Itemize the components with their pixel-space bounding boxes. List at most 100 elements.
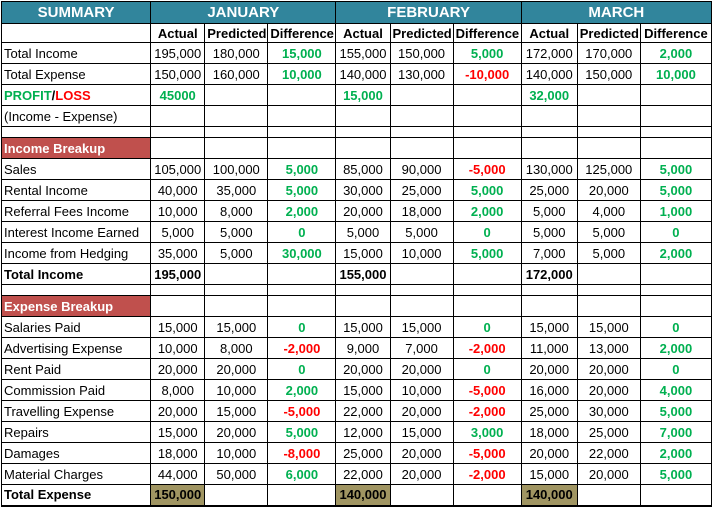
value-cell-r22-c3[interactable]: 140,000 [335,484,391,506]
value-cell-r14-c4[interactable]: 15,000 [389,316,454,338]
value-cell-r8-c7[interactable]: 4,000 [576,200,641,222]
value-cell-r5-c8[interactable] [639,137,713,159]
value-cell-r19-c5[interactable]: 3,000 [452,421,522,443]
value-cell-r7-c8[interactable]: 5,000 [639,179,713,201]
value-cell-r14-c8[interactable]: 0 [639,316,713,338]
value-cell-r11-c2[interactable] [267,263,337,285]
value-cell-r8-c0[interactable]: 10,000 [150,200,206,222]
value-cell-r8-c4[interactable]: 18,000 [389,200,454,222]
value-cell-r13-c5[interactable] [452,295,522,317]
value-cell-r18-c0[interactable]: 20,000 [150,400,206,422]
value-cell-r2-c8[interactable] [639,84,713,106]
value-cell-r6-c3[interactable]: 85,000 [335,158,391,180]
value-cell-r21-c3[interactable]: 22,000 [335,463,391,485]
value-cell-r19-c2[interactable]: 5,000 [267,421,337,443]
january-predicted-header[interactable]: Predicted [204,23,269,43]
row-label[interactable]: Total Income [0,263,152,285]
value-cell-r15-c7[interactable]: 13,000 [576,337,641,359]
value-cell-r20-c0[interactable]: 18,000 [150,442,206,464]
value-cell-r1-c0[interactable]: 150,000 [150,63,206,85]
row-label[interactable]: Material Charges [0,463,152,485]
value-cell-r6-c6[interactable]: 130,000 [520,158,578,180]
value-cell-r20-c2[interactable]: -8,000 [267,442,337,464]
value-cell-r6-c7[interactable]: 125,000 [576,158,641,180]
value-cell-r0-c4[interactable]: 150,000 [389,42,454,64]
value-cell-r13-c4[interactable] [389,295,454,317]
value-cell-r20-c8[interactable]: 2,000 [639,442,713,464]
value-cell-r7-c5[interactable]: 5,000 [452,179,522,201]
value-cell-r9-c4[interactable]: 5,000 [389,221,454,243]
value-cell-r0-c2[interactable]: 15,000 [267,42,337,64]
march-predicted-header[interactable]: Predicted [576,23,641,43]
value-cell-r8-c3[interactable]: 20,000 [335,200,391,222]
value-cell-r17-c1[interactable]: 10,000 [204,379,269,401]
value-cell-r6-c4[interactable]: 90,000 [389,158,454,180]
value-cell-r12-c1[interactable] [204,284,269,296]
value-cell-r2-c3[interactable]: 15,000 [335,84,391,106]
value-cell-r9-c1[interactable]: 5,000 [204,221,269,243]
section-label[interactable]: Income Breakup [0,137,152,159]
value-cell-r4-c3[interactable] [335,126,391,138]
value-cell-r18-c4[interactable]: 20,000 [389,400,454,422]
value-cell-r14-c2[interactable]: 0 [267,316,337,338]
value-cell-r11-c6[interactable]: 172,000 [520,263,578,285]
value-cell-r15-c6[interactable]: 11,000 [520,337,578,359]
value-cell-r20-c7[interactable]: 22,000 [576,442,641,464]
value-cell-r0-c8[interactable]: 2,000 [639,42,713,64]
value-cell-r9-c0[interactable]: 5,000 [150,221,206,243]
value-cell-r7-c3[interactable]: 30,000 [335,179,391,201]
row-label[interactable]: Salaries Paid [0,316,152,338]
february-difference-header[interactable]: Difference [452,23,522,43]
value-cell-r22-c8[interactable] [639,484,713,506]
value-cell-r4-c6[interactable] [520,126,578,138]
value-cell-r16-c6[interactable]: 20,000 [520,358,578,380]
value-cell-r16-c5[interactable]: 0 [452,358,522,380]
value-cell-r1-c2[interactable]: 10,000 [267,63,337,85]
value-cell-r15-c3[interactable]: 9,000 [335,337,391,359]
value-cell-r16-c7[interactable]: 20,000 [576,358,641,380]
value-cell-r9-c5[interactable]: 0 [452,221,522,243]
value-cell-r19-c1[interactable]: 20,000 [204,421,269,443]
row-label[interactable]: Income from Hedging [0,242,152,264]
value-cell-r21-c1[interactable]: 50,000 [204,463,269,485]
value-cell-r20-c4[interactable]: 20,000 [389,442,454,464]
value-cell-r10-c5[interactable]: 5,000 [452,242,522,264]
value-cell-r21-c8[interactable]: 5,000 [639,463,713,485]
value-cell-r16-c8[interactable]: 0 [639,358,713,380]
value-cell-r10-c3[interactable]: 15,000 [335,242,391,264]
value-cell-r22-c0[interactable]: 150,000 [150,484,206,506]
march-difference-header[interactable]: Difference [639,23,713,43]
value-cell-r2-c2[interactable] [267,84,337,106]
month-header-february[interactable]: FEBRUARY [335,1,522,24]
row-label[interactable]: Total Income [0,42,152,64]
value-cell-r9-c3[interactable]: 5,000 [335,221,391,243]
value-cell-r17-c8[interactable]: 4,000 [639,379,713,401]
value-cell-r2-c7[interactable] [576,84,641,106]
value-cell-r1-c6[interactable]: 140,000 [520,63,578,85]
value-cell-r15-c5[interactable]: -2,000 [452,337,522,359]
row-label[interactable]: Advertising Expense [0,337,152,359]
value-cell-r3-c7[interactable] [576,105,641,127]
value-cell-r22-c1[interactable] [204,484,269,506]
row-label[interactable]: Repairs [0,421,152,443]
value-cell-r15-c4[interactable]: 7,000 [389,337,454,359]
value-cell-r6-c1[interactable]: 100,000 [204,158,269,180]
value-cell-r12-c4[interactable] [389,284,454,296]
february-actual-header[interactable]: Actual [335,23,391,43]
value-cell-r17-c0[interactable]: 8,000 [150,379,206,401]
value-cell-r3-c1[interactable] [204,105,269,127]
value-cell-r7-c1[interactable]: 35,000 [204,179,269,201]
value-cell-r16-c3[interactable]: 20,000 [335,358,391,380]
value-cell-r8-c2[interactable]: 2,000 [267,200,337,222]
value-cell-r9-c7[interactable]: 5,000 [576,221,641,243]
value-cell-r11-c0[interactable]: 195,000 [150,263,206,285]
row-label[interactable]: PROFIT/LOSS [0,84,152,106]
value-cell-r19-c8[interactable]: 7,000 [639,421,713,443]
value-cell-r3-c3[interactable] [335,105,391,127]
february-predicted-header[interactable]: Predicted [389,23,454,43]
value-cell-r17-c3[interactable]: 15,000 [335,379,391,401]
value-cell-r0-c6[interactable]: 172,000 [520,42,578,64]
value-cell-r4-c7[interactable] [576,126,641,138]
value-cell-r5-c2[interactable] [267,137,337,159]
value-cell-r1-c1[interactable]: 160,000 [204,63,269,85]
